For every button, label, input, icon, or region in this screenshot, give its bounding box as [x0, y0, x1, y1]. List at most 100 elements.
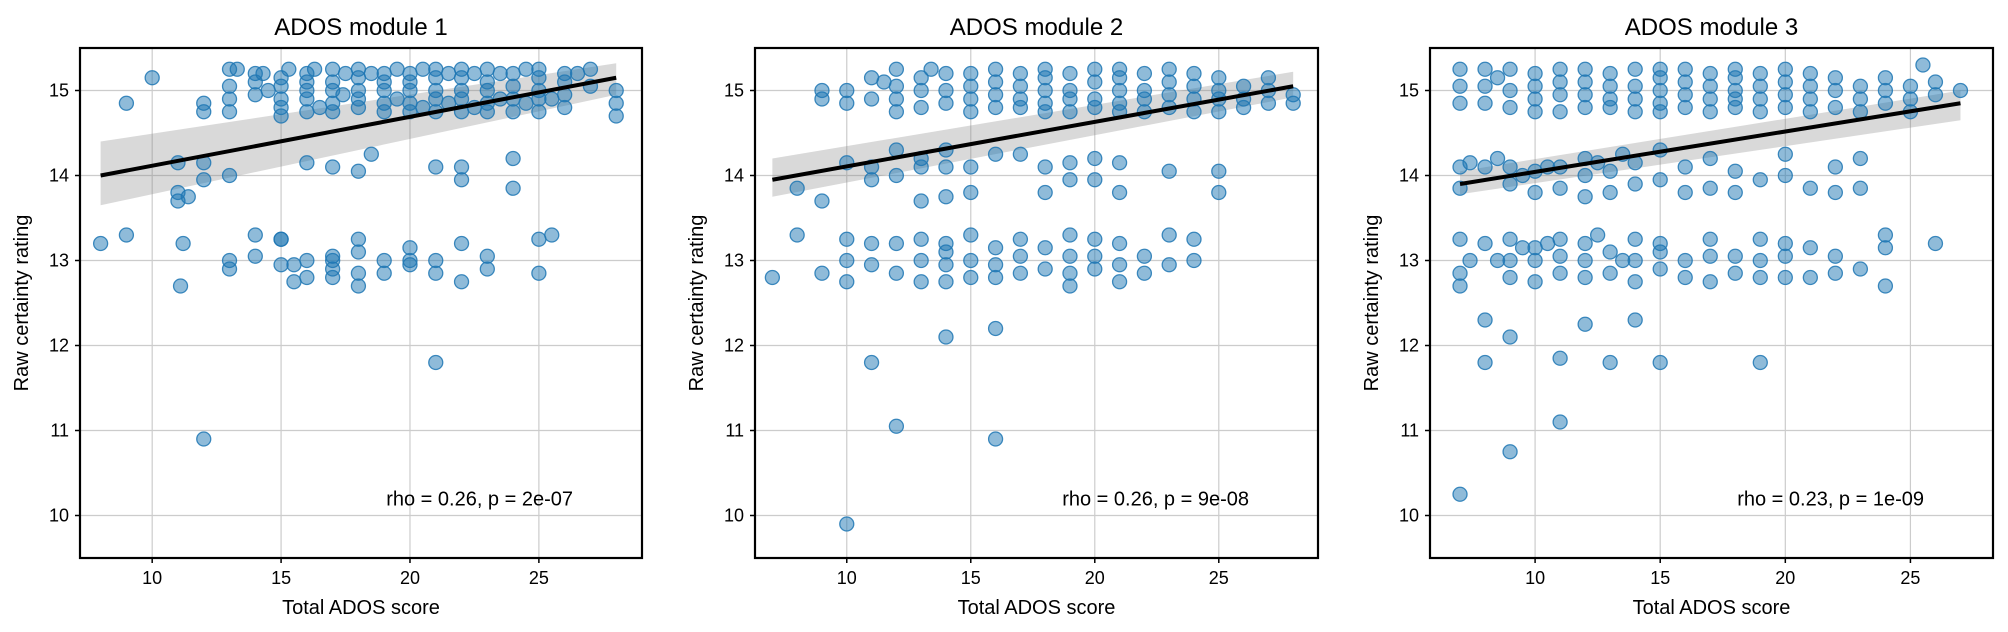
panel-ados-module-3: 10 15 20 25 10 11 12 13 14 15 ADOS module 3 Total A… — [1361, 14, 1995, 619]
data-point — [1652, 172, 1668, 188]
data-point — [1161, 257, 1177, 273]
data-point — [1136, 65, 1153, 82]
x-tick-label: 20 — [400, 568, 420, 588]
data-point — [1577, 87, 1593, 103]
data-point — [913, 252, 929, 269]
data-point — [492, 65, 508, 82]
data-point — [1827, 82, 1844, 99]
data-point — [1111, 82, 1128, 99]
data-point — [1552, 265, 1568, 281]
data-point — [1037, 261, 1053, 277]
data-point — [1037, 184, 1053, 201]
data-point — [1602, 65, 1618, 82]
data-point — [1627, 104, 1643, 120]
data-point — [1852, 150, 1869, 167]
data-point — [1677, 184, 1693, 201]
data-point — [402, 252, 418, 269]
data-point — [1677, 252, 1693, 269]
data-point — [1677, 87, 1693, 103]
data-point — [1477, 354, 1493, 371]
data-point — [888, 418, 905, 434]
data-point — [1161, 227, 1177, 243]
data-point — [1161, 61, 1177, 77]
data-point — [324, 248, 341, 264]
data-point — [1802, 65, 1818, 82]
x-tick-label: 15 — [1650, 568, 1670, 588]
data-point — [913, 231, 929, 247]
data-point — [1136, 82, 1153, 99]
data-point — [453, 235, 470, 252]
data-point — [1777, 167, 1793, 184]
data-point — [1602, 163, 1618, 179]
data-point — [938, 82, 954, 99]
data-point — [608, 82, 624, 99]
data-point — [505, 150, 521, 167]
data-point — [1502, 176, 1518, 192]
data-point — [1452, 61, 1468, 77]
data-point — [1727, 248, 1743, 264]
data-point — [1235, 78, 1252, 94]
data-point — [1037, 95, 1053, 111]
data-point — [1527, 65, 1543, 82]
data-point — [229, 61, 245, 77]
data-point — [255, 65, 271, 82]
data-point — [839, 274, 855, 290]
data-point — [938, 274, 954, 290]
data-point — [1037, 61, 1053, 77]
data-point — [1211, 163, 1227, 179]
data-point — [888, 235, 905, 252]
data-point — [1577, 189, 1593, 205]
data-point — [531, 231, 547, 247]
data-point — [544, 227, 560, 243]
data-point — [306, 61, 323, 77]
y-tick-label: 12 — [49, 336, 69, 356]
x-tick-label: 20 — [1775, 568, 1795, 588]
y-tick-label: 10 — [49, 506, 69, 526]
data-point — [118, 227, 135, 243]
data-point — [350, 244, 367, 260]
y-axis-label: Raw certainty rating — [11, 215, 33, 392]
data-point — [888, 167, 905, 184]
data-point — [1602, 244, 1618, 260]
data-point — [1012, 91, 1029, 107]
data-point — [839, 516, 855, 532]
data-point — [608, 108, 624, 124]
data-point — [1062, 248, 1078, 264]
data-point — [1136, 248, 1153, 264]
data-point — [1702, 104, 1718, 120]
x-axis-label: Total ADOS score — [1633, 597, 1791, 619]
data-point — [1062, 155, 1078, 171]
data-point — [363, 65, 379, 82]
data-point — [479, 248, 495, 264]
y-tick-label: 15 — [724, 81, 744, 101]
data-point — [1477, 312, 1493, 328]
data-point — [789, 180, 805, 196]
panel-ados-module-1: 10 15 20 25 10 11 12 13 14 15 ADOS module 1 Total A… — [11, 14, 644, 619]
data-point — [350, 61, 367, 77]
data-point — [531, 104, 547, 120]
data-point — [1502, 252, 1518, 269]
data-point — [1489, 70, 1506, 86]
y-tick-label: 14 — [724, 166, 744, 186]
data-point — [1062, 104, 1078, 120]
data-point — [863, 354, 880, 371]
data-point — [1777, 74, 1793, 90]
data-point — [1062, 227, 1078, 243]
data-point — [428, 354, 444, 371]
data-point — [1186, 65, 1202, 82]
data-point — [1502, 444, 1518, 460]
data-point — [1827, 248, 1844, 264]
data-point — [1552, 87, 1568, 103]
data-point — [569, 65, 586, 82]
data-point — [221, 91, 238, 107]
data-point — [1802, 269, 1818, 286]
data-point — [1802, 240, 1818, 256]
data-point — [1577, 235, 1593, 252]
data-point — [1777, 269, 1793, 286]
chart-title: ADOS module 3 — [1625, 14, 1798, 41]
data-point — [1477, 235, 1493, 252]
x-tick-label: 10 — [142, 568, 162, 588]
data-point — [1527, 91, 1543, 107]
data-point — [1777, 99, 1793, 116]
